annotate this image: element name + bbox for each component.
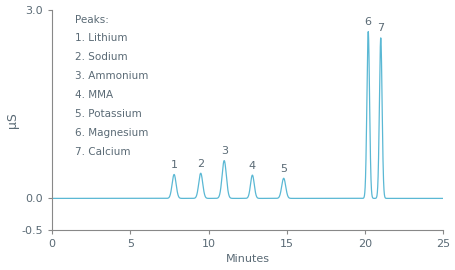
Text: 7. Calcium: 7. Calcium [76,147,131,157]
Text: 7: 7 [376,23,384,33]
Text: 4. MMA: 4. MMA [76,90,113,100]
Y-axis label: μS: μS [5,112,19,128]
Text: Peaks:: Peaks: [76,15,109,25]
Text: 1: 1 [170,160,177,170]
Text: 4: 4 [248,161,255,171]
Text: 6: 6 [364,17,371,27]
Text: 2: 2 [197,159,204,169]
Text: 2. Sodium: 2. Sodium [76,52,128,62]
Text: 3: 3 [220,146,227,156]
X-axis label: Minutes: Minutes [225,254,269,264]
Text: 3. Ammonium: 3. Ammonium [76,71,148,81]
Text: 6. Magnesium: 6. Magnesium [76,128,148,138]
Text: 5: 5 [279,164,287,174]
Text: 1. Lithium: 1. Lithium [76,33,128,43]
Text: 5. Potassium: 5. Potassium [76,109,142,119]
